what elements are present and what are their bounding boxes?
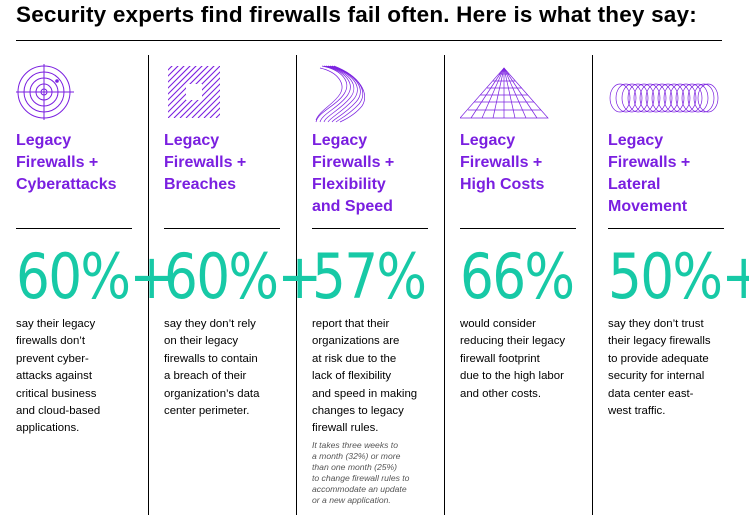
column-title: Legacy Firewalls + Lateral Movement [608, 132, 691, 215]
stat-value: 60%+ [16, 240, 174, 313]
grid-pyramid-icon [460, 62, 580, 122]
section-rule [460, 228, 576, 229]
stat-column-lateral-movement: Legacy Firewalls + Lateral Movement 50%+ sa… [608, 52, 749, 517]
target-crosshair-icon [16, 62, 136, 122]
column-title: Legacy Firewalls + High Costs [460, 132, 545, 193]
stat-description: say their legacy firewalls don’t prevent c… [16, 318, 101, 435]
ring-tunnel-icon [608, 62, 728, 122]
column-divider [148, 55, 149, 515]
section-rule [312, 228, 428, 229]
section-rule [608, 228, 724, 229]
stat-description: say they don’t trust their legacy firewal… [608, 318, 711, 418]
column-title: Legacy Firewalls + Breaches [164, 132, 247, 193]
stat-description: would consider reducing their legacy firew… [460, 318, 566, 400]
column-divider [592, 55, 593, 515]
section-rule [16, 228, 132, 229]
page-headline: Security experts find firewalls fail oft… [16, 2, 697, 27]
column-divider [444, 55, 445, 515]
column-divider [296, 55, 297, 515]
stat-value: 66% [460, 240, 575, 313]
stat-column-high-costs: Legacy Firewalls + High Costs 66% would co… [460, 52, 580, 517]
stat-value: 60%+ [164, 240, 322, 313]
hatched-square-icon [164, 62, 284, 122]
stat-value: 50%+ [608, 240, 749, 313]
column-title: Legacy Firewalls + Cyberattacks [16, 132, 117, 193]
stat-column-breaches: Legacy Firewalls + Breaches 60%+ say they … [164, 52, 322, 517]
stat-description: say they don’t rely on their legacy firewa… [164, 318, 260, 418]
stat-column-cyberattacks: Legacy Firewalls + Cyberattacks 60%+ say t… [16, 52, 174, 517]
column-title: Legacy Firewalls + Flexibility and Speed [312, 132, 395, 215]
twisted-ribbon-icon [312, 62, 432, 123]
headline-divider [16, 40, 722, 41]
stat-description: report that their organizations are at ris… [312, 318, 418, 435]
section-rule [164, 228, 280, 229]
footnote: It takes three weeks to a month (32%) or … [312, 440, 410, 505]
stat-value: 57% [312, 240, 427, 313]
stat-column-flexibility-speed: Legacy Firewalls + Flexibility and Speed 57… [312, 52, 432, 517]
